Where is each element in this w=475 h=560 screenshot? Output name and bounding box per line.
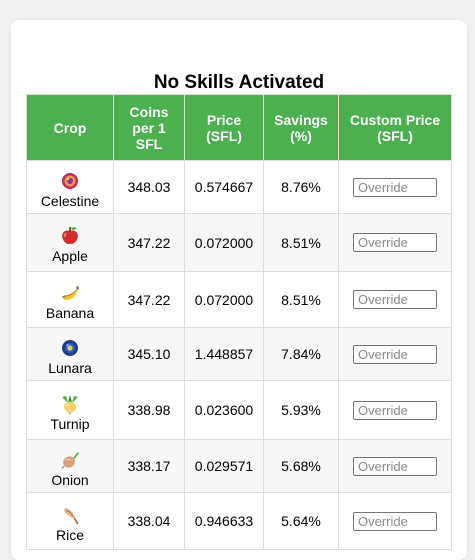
custom-price-cell: [338, 327, 452, 381]
header-custom-price: Custom Price (SFL): [338, 94, 452, 161]
header-crop: Crop: [26, 94, 114, 161]
override-input[interactable]: [353, 177, 437, 197]
crop-price-table: Crop Coins per 1 SFL Price (SFL) Savings…: [26, 94, 452, 550]
savings-cell: 8.76%: [263, 160, 339, 214]
price-cell: 0.029571: [184, 439, 264, 493]
table-row: Turnip 338.98 0.023600 5.93%: [26, 380, 452, 440]
savings-cell: 7.84%: [263, 327, 339, 381]
table-row: Banana 347.22 0.072000 8.51%: [26, 271, 452, 328]
rice-icon: [64, 507, 79, 524]
coins-cell: 345.10: [113, 327, 185, 381]
savings-cell: 8.51%: [263, 271, 339, 328]
custom-price-cell: [338, 492, 452, 550]
crop-name: Turnip: [50, 415, 90, 432]
crop-cell: Onion: [26, 439, 114, 493]
table-row: Apple 347.22 0.072000 8.51%: [26, 213, 452, 272]
crop-name: Banana: [45, 305, 95, 321]
custom-price-cell: [338, 271, 452, 328]
savings-cell: 5.93%: [263, 380, 339, 440]
crop-name: Lunara: [48, 359, 92, 376]
price-cell: 0.023600: [184, 380, 264, 440]
header-price: Price (SFL): [184, 94, 264, 161]
crop-cell: Rice: [26, 492, 114, 550]
turnip-icon: [62, 394, 78, 414]
crop-name: Apple: [52, 248, 88, 264]
price-cell: 0.574667: [184, 160, 264, 214]
onion-icon: [61, 451, 79, 469]
price-cell: 0.946633: [184, 492, 264, 550]
header-savings: Savings (%): [263, 94, 339, 161]
override-input[interactable]: [353, 400, 437, 420]
crop-name: Onion: [51, 471, 89, 488]
price-cell: 0.072000: [184, 213, 264, 272]
override-input[interactable]: [353, 344, 437, 364]
custom-price-cell: [338, 439, 452, 493]
apple-icon: [62, 227, 78, 244]
price-cell: 1.448857: [184, 327, 264, 381]
coins-cell: 338.98: [113, 380, 185, 440]
crop-cell: Turnip: [26, 380, 114, 440]
crop-cell: Apple: [26, 213, 114, 272]
coins-cell: 348.03: [113, 160, 185, 214]
savings-cell: 5.68%: [263, 439, 339, 493]
table-row: Celestine 348.03 0.574667 8.76%: [26, 160, 452, 214]
price-cell: 0.072000: [184, 271, 264, 328]
coins-cell: 347.22: [113, 271, 185, 328]
section-title: No Skills Activated: [153, 72, 325, 93]
table-row: Onion 338.17 0.029571 5.68%: [26, 439, 452, 493]
crop-cell: Celestine: [26, 160, 114, 214]
crop-cell: Lunara: [26, 327, 114, 381]
override-input[interactable]: [353, 233, 437, 252]
table-header-row: Crop Coins per 1 SFL Price (SFL) Savings…: [26, 94, 452, 161]
lunara-icon: [62, 339, 78, 356]
savings-cell: 8.51%: [263, 213, 339, 272]
celestine-icon: [62, 172, 78, 189]
custom-price-cell: [338, 380, 452, 440]
coins-cell: 347.22: [113, 213, 185, 272]
header-coins-per-sfl: Coins per 1 SFL: [113, 94, 185, 161]
override-input[interactable]: [353, 456, 437, 476]
crop-name: Rice: [55, 526, 84, 543]
custom-price-cell: [338, 213, 452, 272]
banana-icon: [62, 286, 79, 300]
custom-price-cell: [338, 160, 452, 214]
savings-cell: 5.64%: [263, 492, 339, 550]
override-input[interactable]: [353, 511, 437, 531]
table-row: Lunara 345.10 1.448857 7.84%: [26, 327, 452, 381]
coins-cell: 338.04: [113, 492, 185, 550]
coins-cell: 338.17: [113, 439, 185, 493]
override-input[interactable]: [353, 290, 437, 309]
table-row: Rice 338.04 0.946633 5.64%: [26, 492, 452, 550]
crop-cell: Banana: [26, 271, 114, 328]
crop-name: Celestine: [40, 192, 100, 209]
